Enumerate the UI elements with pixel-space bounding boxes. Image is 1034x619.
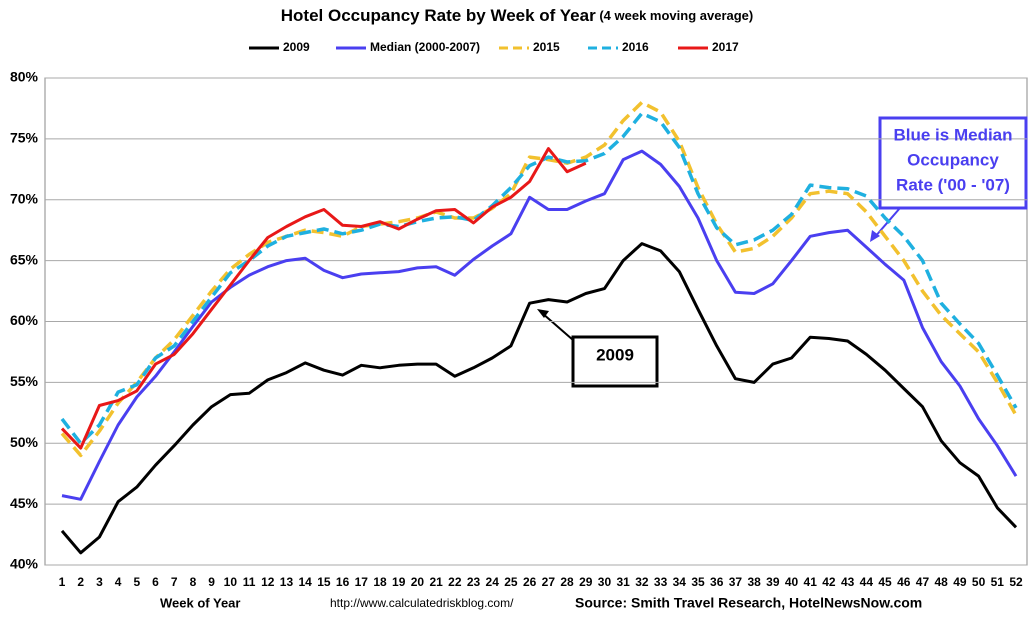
x-tick-label: 17 <box>355 575 369 589</box>
annotation-text: Rate ('00 - '07) <box>896 175 1010 194</box>
x-tick-label: 48 <box>934 575 948 589</box>
x-tick-label: 49 <box>953 575 967 589</box>
x-tick-label: 44 <box>860 575 874 589</box>
x-tick-label: 50 <box>972 575 986 589</box>
y-tick-label: 55% <box>10 373 39 389</box>
y-tick-label: 70% <box>10 190 39 206</box>
annotation-text: 2009 <box>596 345 634 364</box>
x-tick-label: 36 <box>710 575 724 589</box>
x-tick-label: 46 <box>897 575 911 589</box>
annotation-text: Blue is Median <box>893 125 1012 144</box>
annotation-arrowhead <box>870 230 880 242</box>
legend-label: Median (2000-2007) <box>370 40 480 54</box>
x-tick-label: 22 <box>448 575 462 589</box>
x-tick-label: 51 <box>991 575 1005 589</box>
series-line <box>60 147 587 450</box>
x-tick-label: 21 <box>429 575 443 589</box>
legend-item: 2016 <box>588 40 649 54</box>
x-tick-label: 43 <box>841 575 855 589</box>
x-axis-label: Week of Year <box>160 595 240 610</box>
x-tick-label: 11 <box>243 575 256 589</box>
annotation-2009 <box>537 309 659 388</box>
y-tick-label: 40% <box>10 556 39 572</box>
y-tick-label: 45% <box>10 495 39 511</box>
annotation-box <box>571 335 659 388</box>
x-tick-label: 2 <box>77 575 84 589</box>
annotation-arrow <box>873 207 901 239</box>
legend-item: Median (2000-2007) <box>336 40 480 54</box>
x-tick-label: 38 <box>747 575 761 589</box>
x-tick-label: 33 <box>654 575 668 589</box>
x-tick-label: 35 <box>691 575 705 589</box>
x-tick-label: 7 <box>171 575 178 589</box>
x-tick-label: 47 <box>916 575 930 589</box>
x-tick-label: 12 <box>261 575 275 589</box>
series-line <box>60 100 1018 458</box>
legend-item: 2017 <box>678 40 739 54</box>
annotation-text: Occupancy <box>907 150 999 169</box>
x-tick-label: 13 <box>280 575 294 589</box>
annotation-median <box>870 116 1028 242</box>
x-tick-label: 41 <box>804 575 818 589</box>
chart-title: Hotel Occupancy Rate by Week of Year <box>281 6 596 25</box>
x-tick-label: 1 <box>59 575 66 589</box>
x-tick-label: 4 <box>115 575 122 589</box>
x-tick-label: 29 <box>579 575 593 589</box>
y-tick-label: 60% <box>10 312 39 328</box>
x-tick-label: 27 <box>542 575 556 589</box>
x-tick-label: 31 <box>616 575 630 589</box>
x-tick-label: 14 <box>298 575 312 589</box>
x-tick-label: 19 <box>392 575 406 589</box>
x-tick-label: 18 <box>373 575 387 589</box>
annotation-arrowhead <box>537 309 549 318</box>
footer-source: Source: Smith Travel Research, HotelNews… <box>575 595 922 611</box>
x-tick-label: 6 <box>152 575 159 589</box>
legend-label: 2015 <box>533 40 560 54</box>
y-tick-label: 65% <box>10 251 39 267</box>
x-tick-label: 37 <box>729 575 743 589</box>
x-tick-label: 30 <box>598 575 612 589</box>
chart-subtitle: (4 week moving average) <box>599 8 753 23</box>
x-tick-label: 28 <box>560 575 574 589</box>
x-tick-label: 9 <box>208 575 215 589</box>
legend-label: 2017 <box>712 40 739 54</box>
x-tick-label: 16 <box>336 575 350 589</box>
x-tick-label: 42 <box>822 575 836 589</box>
y-tick-label: 75% <box>10 130 39 146</box>
legend-label: 2016 <box>622 40 649 54</box>
series-line <box>60 242 1018 555</box>
x-tick-label: 20 <box>411 575 425 589</box>
x-tick-label: 10 <box>224 575 238 589</box>
x-tick-label: 23 <box>467 575 481 589</box>
annotation-box <box>878 116 1028 210</box>
x-tick-label: 5 <box>133 575 140 589</box>
legend-item: 2015 <box>499 40 560 54</box>
y-tick-label: 80% <box>10 69 39 85</box>
legend-item: 2009 <box>249 40 310 54</box>
y-tick-label: 50% <box>10 434 39 450</box>
x-tick-label: 34 <box>673 575 687 589</box>
x-tick-label: 32 <box>635 575 649 589</box>
x-tick-label: 8 <box>190 575 197 589</box>
chart-title-group: Hotel Occupancy Rate by Week of Year (4 … <box>281 6 753 25</box>
x-tick-label: 3 <box>96 575 103 589</box>
x-tick-label: 40 <box>785 575 799 589</box>
x-tick-label: 39 <box>766 575 780 589</box>
annotation-arrow <box>541 312 574 341</box>
x-tick-label: 15 <box>317 575 331 589</box>
series-line <box>60 111 1018 446</box>
footer-url: http://www.calculatedriskblog.com/ <box>330 596 514 610</box>
x-tick-label: 45 <box>878 575 892 589</box>
x-tick-label: 26 <box>523 575 537 589</box>
x-tick-label: 24 <box>486 575 500 589</box>
legend-label: 2009 <box>283 40 310 54</box>
x-tick-label: 52 <box>1009 575 1023 589</box>
x-tick-label: 25 <box>504 575 518 589</box>
